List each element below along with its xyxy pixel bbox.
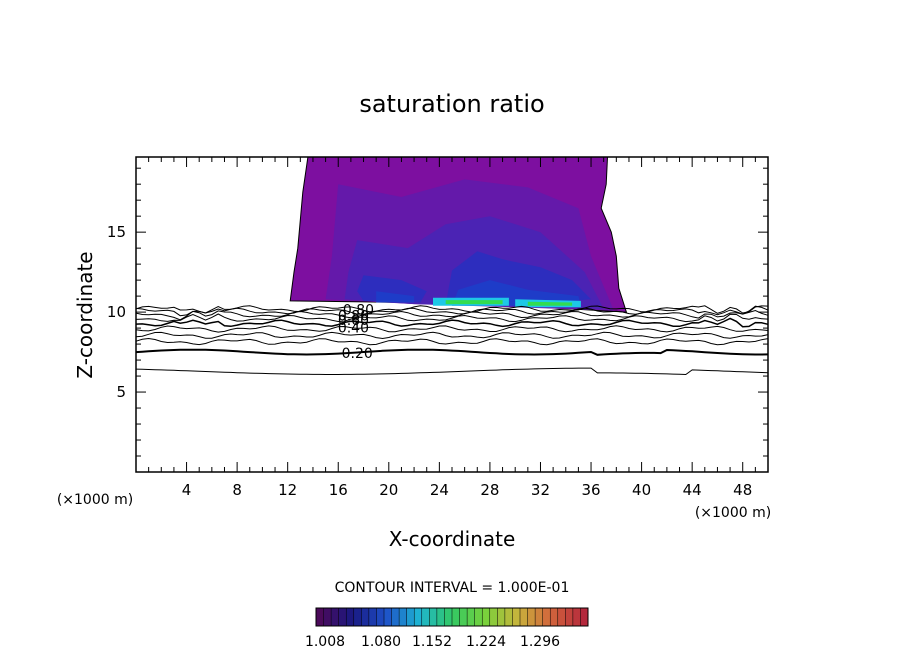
contour-interval: CONTOUR INTERVAL = 1.000E-01 bbox=[335, 580, 570, 596]
colorbar-swatch bbox=[406, 608, 415, 626]
colorbar-swatch bbox=[436, 608, 445, 626]
contour-line bbox=[135, 317, 769, 328]
contour-label: 0.80 bbox=[338, 308, 369, 324]
colorbar-swatch bbox=[527, 608, 536, 626]
contour-label: 0.20 bbox=[342, 346, 373, 362]
contour-line bbox=[135, 337, 769, 346]
colorbar-swatch bbox=[542, 608, 551, 626]
colorbar-swatch bbox=[580, 608, 589, 626]
x-tick-label: 4 bbox=[182, 481, 192, 499]
contour-label: 0.60 bbox=[338, 313, 369, 329]
colorbar-swatch bbox=[331, 608, 339, 626]
colorbar-swatch bbox=[512, 608, 521, 626]
x-unit-left: (×1000 m) bbox=[57, 492, 133, 508]
colorbar-swatch bbox=[459, 608, 468, 626]
colorbar-swatch bbox=[316, 608, 324, 626]
colorbar-swatch bbox=[504, 608, 513, 626]
contour-label: 0.40 bbox=[338, 320, 369, 336]
colorbar-tick-label: 1.152 bbox=[412, 634, 452, 650]
colorbar-tick-label: 1.296 bbox=[520, 634, 560, 650]
colorbar-swatch bbox=[338, 608, 347, 626]
colorbar-swatch bbox=[467, 608, 475, 626]
colorbar-swatch bbox=[482, 608, 491, 626]
colorbar-swatch bbox=[376, 608, 385, 626]
x-tick-label: 20 bbox=[379, 481, 398, 499]
colorbar-swatch bbox=[489, 608, 498, 626]
colorbar-swatch bbox=[323, 608, 332, 626]
colorbar-swatch bbox=[368, 608, 377, 626]
chart-title: saturation ratio bbox=[359, 90, 544, 118]
contour-line bbox=[135, 348, 769, 356]
colorbar-swatch bbox=[572, 608, 581, 626]
colorbar: 1.008 1.080 1.152 1.224 1.296 bbox=[305, 607, 589, 650]
colorbar-swatch bbox=[474, 608, 483, 626]
colorbar-swatch bbox=[346, 608, 355, 626]
x-tick-label: 44 bbox=[683, 481, 702, 499]
colorbar-swatch bbox=[421, 608, 430, 626]
colorbar-swatch bbox=[361, 608, 370, 626]
colorbar-swatch bbox=[550, 608, 559, 626]
colorbar-swatch bbox=[414, 608, 423, 626]
colorbar-swatch bbox=[565, 608, 574, 626]
x-tick-label: 36 bbox=[581, 481, 600, 499]
x-tick-label: 12 bbox=[278, 481, 297, 499]
x-tick-label: 40 bbox=[632, 481, 651, 499]
x-tick-label: 48 bbox=[733, 481, 752, 499]
x-tick-label: 24 bbox=[430, 481, 449, 499]
x-unit-right: (×1000 m) bbox=[695, 505, 771, 521]
colorbar-swatch bbox=[497, 608, 506, 626]
contour-labels: 0.20 0.400.600.800.80 bbox=[338, 303, 374, 362]
colorbar-swatch bbox=[452, 608, 460, 626]
saturation-fill bbox=[289, 156, 628, 313]
contour-label: 0.80 bbox=[343, 303, 374, 319]
contour-lines bbox=[135, 305, 769, 376]
colorbar-swatch bbox=[399, 608, 407, 626]
y-tick-label: 10 bbox=[107, 303, 126, 321]
x-tick-label: 28 bbox=[480, 481, 499, 499]
contour-line bbox=[135, 309, 769, 321]
colorbar-swatch bbox=[353, 608, 362, 626]
x-tick-label: 8 bbox=[232, 481, 242, 499]
contour-line bbox=[135, 305, 769, 314]
contour-line bbox=[135, 305, 769, 317]
colorbar-swatch bbox=[535, 608, 543, 626]
x-axis-label: X-coordinate bbox=[389, 527, 516, 551]
colorbar-swatch bbox=[384, 608, 392, 626]
contour-line bbox=[135, 325, 769, 333]
y-tick-label: 15 bbox=[107, 223, 126, 241]
y-axis-label: Z-coordinate bbox=[73, 251, 97, 378]
contour-line bbox=[135, 367, 769, 376]
y-tick-label: 5 bbox=[116, 383, 126, 401]
fill-green-left bbox=[445, 300, 503, 305]
colorbar-swatch bbox=[557, 608, 566, 626]
colorbar-tick-label: 1.008 bbox=[305, 634, 345, 650]
colorbar-tick-label: 1.080 bbox=[361, 634, 401, 650]
colorbar-tick-label: 1.224 bbox=[466, 634, 506, 650]
x-tick-label: 16 bbox=[329, 481, 348, 499]
fill-deeper-left bbox=[376, 291, 415, 303]
colorbar-swatch bbox=[444, 608, 453, 626]
colorbar-swatch bbox=[391, 608, 400, 626]
contour-line bbox=[135, 331, 769, 340]
colorbar-frame bbox=[315, 607, 589, 627]
colorbar-swatch bbox=[429, 608, 438, 626]
fill-green-right bbox=[527, 301, 573, 306]
x-tick-label: 32 bbox=[531, 481, 550, 499]
contour-line bbox=[135, 313, 769, 323]
colorbar-swatch bbox=[520, 608, 528, 626]
